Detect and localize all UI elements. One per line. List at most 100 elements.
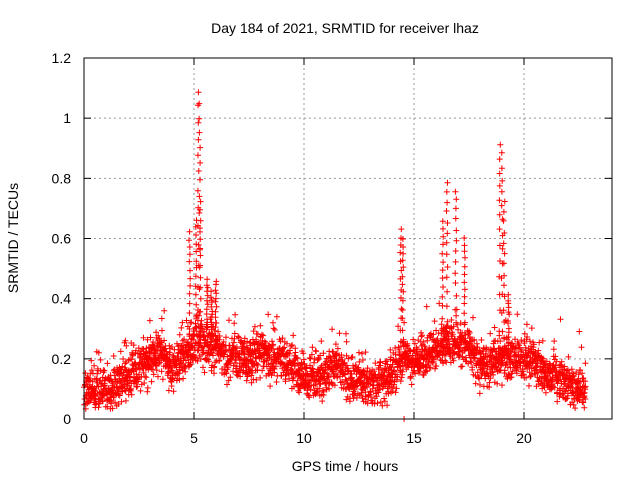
data-point	[319, 387, 326, 394]
data-point	[501, 230, 508, 236]
data-point	[193, 313, 200, 320]
data-point	[197, 284, 204, 291]
data-point	[486, 379, 493, 386]
data-point	[461, 242, 468, 249]
data-point	[343, 338, 350, 345]
data-point	[505, 346, 512, 353]
data-point	[239, 340, 246, 347]
data-point	[582, 383, 589, 390]
data-point	[195, 152, 201, 159]
data-point	[343, 362, 350, 369]
data-point	[132, 360, 139, 367]
data-point	[497, 258, 503, 264]
data-point	[479, 348, 486, 355]
data-point	[203, 282, 210, 289]
data-point	[500, 307, 507, 314]
data-point	[208, 288, 215, 295]
data-point	[334, 345, 341, 352]
data-point	[551, 384, 558, 391]
data-point	[194, 187, 201, 194]
data-point	[453, 319, 460, 326]
data-point	[497, 141, 504, 148]
data-point	[280, 345, 286, 352]
data-point	[436, 300, 443, 307]
data-point	[112, 399, 119, 406]
data-point	[190, 351, 197, 358]
data-point	[140, 334, 147, 341]
data-point	[128, 385, 134, 392]
data-point	[194, 347, 201, 354]
data-point	[398, 267, 405, 274]
data-point	[313, 348, 320, 355]
data-point	[294, 377, 301, 384]
data-point	[408, 373, 414, 380]
data-point	[194, 358, 201, 364]
data-point	[249, 369, 256, 376]
data-point	[165, 387, 172, 394]
data-point	[399, 273, 406, 280]
data-point	[204, 297, 210, 304]
data-point	[286, 347, 293, 354]
data-point	[496, 182, 503, 189]
data-point	[374, 400, 381, 407]
data-point	[279, 335, 286, 342]
data-point	[197, 308, 204, 315]
data-point	[582, 360, 589, 367]
data-point	[208, 349, 215, 356]
data-point	[336, 330, 343, 337]
data-point	[556, 369, 563, 376]
data-point	[269, 338, 275, 345]
data-point	[188, 319, 195, 326]
data-point	[444, 220, 451, 226]
data-point	[241, 335, 248, 342]
data-point	[513, 370, 520, 377]
data-point	[459, 363, 466, 370]
data-point	[212, 332, 219, 339]
data-point	[446, 340, 453, 347]
data-point	[197, 225, 203, 232]
data-point	[332, 341, 339, 348]
data-point	[499, 382, 505, 389]
data-point	[121, 381, 128, 388]
data-points	[81, 89, 589, 422]
data-point	[159, 327, 165, 334]
data-point	[364, 384, 371, 391]
data-point	[328, 380, 335, 387]
data-point	[392, 345, 399, 351]
data-point	[95, 349, 102, 356]
data-point	[518, 337, 525, 344]
data-point	[329, 326, 336, 333]
data-point	[496, 226, 503, 233]
data-point	[399, 327, 406, 334]
data-point	[215, 328, 222, 335]
data-point	[444, 179, 451, 186]
data-point	[363, 371, 370, 378]
data-point	[204, 339, 211, 346]
data-point	[443, 239, 450, 246]
data-point	[444, 199, 451, 206]
data-point	[400, 338, 407, 345]
data-point	[409, 352, 416, 359]
data-point	[381, 398, 388, 405]
data-point	[200, 349, 207, 356]
data-point	[186, 237, 192, 244]
data-point	[359, 395, 366, 402]
data-point	[530, 341, 537, 348]
data-point	[469, 364, 476, 371]
data-point	[395, 323, 402, 330]
data-point	[110, 353, 117, 359]
data-point	[144, 384, 151, 391]
data-point	[534, 360, 541, 367]
data-point	[297, 385, 304, 392]
data-point	[212, 345, 219, 352]
data-point	[197, 217, 204, 224]
data-point	[182, 368, 189, 375]
data-point	[186, 331, 193, 337]
data-point	[232, 311, 239, 318]
data-point	[422, 367, 429, 374]
data-point	[224, 381, 230, 388]
data-point	[227, 374, 234, 381]
data-point	[208, 336, 215, 343]
data-point	[186, 258, 193, 265]
data-point	[257, 322, 264, 329]
